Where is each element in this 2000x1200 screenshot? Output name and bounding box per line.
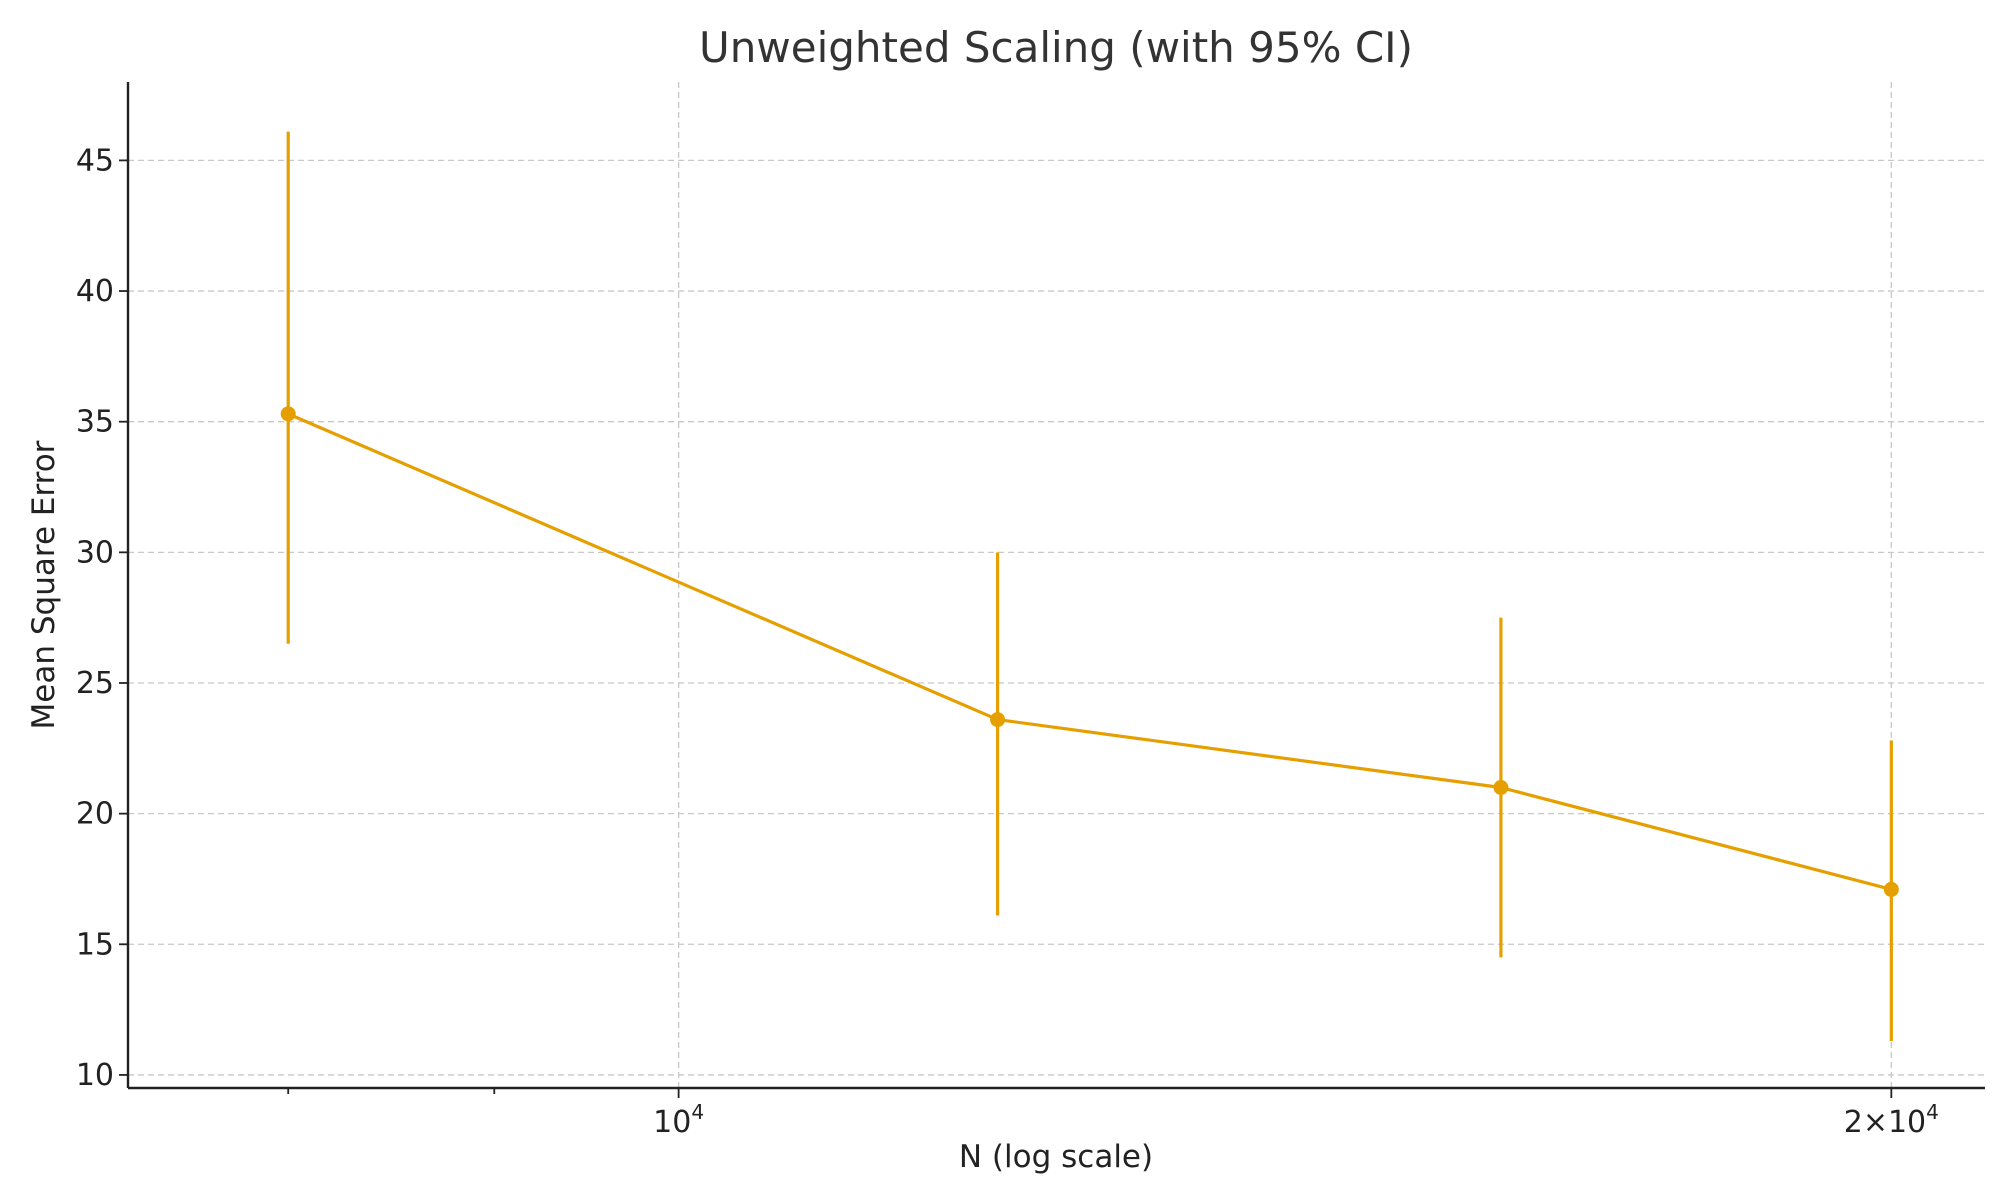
y-tick-label: 20	[76, 797, 114, 832]
grid	[128, 82, 1985, 1088]
series-layer	[280, 131, 1899, 1041]
y-tick-label: 10	[76, 1058, 114, 1093]
chart-title: Unweighted Scaling (with 95% CI)	[699, 23, 1413, 72]
data-point	[1493, 780, 1509, 796]
y-tick-label: 30	[76, 535, 114, 570]
data-point	[280, 406, 296, 422]
series-line	[287, 412, 1892, 891]
y-tick-label: 45	[76, 143, 114, 178]
y-tick-label: 25	[76, 666, 114, 701]
data-point	[990, 712, 1006, 728]
axes: 10 15 20 25 30 35 40 45 104 2×104	[76, 82, 1985, 1140]
x-tick-label: 2×104	[1844, 1100, 1939, 1140]
x-tick-label: 104	[653, 1100, 704, 1140]
data-point	[1883, 881, 1899, 897]
y-tick-label: 35	[76, 405, 114, 440]
y-tick-label: 40	[76, 274, 114, 309]
y-tick-label: 15	[76, 927, 114, 962]
y-axis-label: Mean Square Error	[26, 440, 62, 729]
x-axis-label: N (log scale)	[959, 1139, 1153, 1175]
